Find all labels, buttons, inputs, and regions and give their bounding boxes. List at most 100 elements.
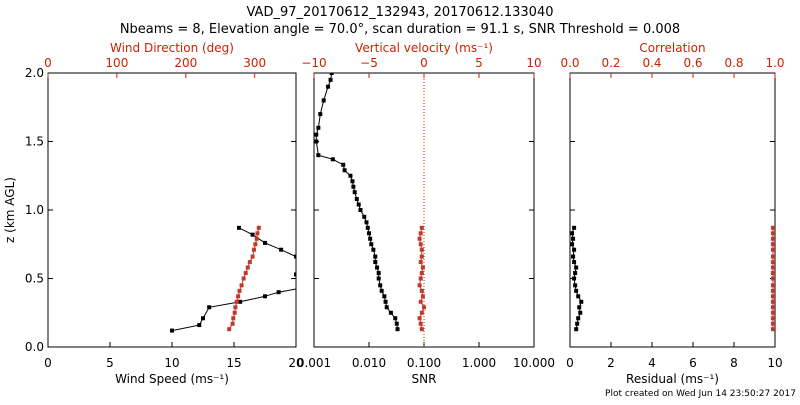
data-point-black xyxy=(314,132,319,137)
data-point-red xyxy=(770,276,775,281)
data-point-black xyxy=(279,247,284,252)
data-point-red xyxy=(231,316,236,321)
x-axis-label-top: Wind Direction (deg) xyxy=(110,41,234,55)
data-point-black xyxy=(329,73,334,75)
data-point-black xyxy=(358,208,363,212)
data-point-red xyxy=(422,305,426,310)
x-tick-label-top: 200 xyxy=(174,56,197,70)
data-point-black xyxy=(330,157,335,162)
data-point-black xyxy=(376,271,381,276)
data-point-black xyxy=(316,125,321,130)
x-tick-label-bottom: 10 xyxy=(767,356,782,370)
data-point-red xyxy=(255,231,260,236)
data-point-black xyxy=(356,202,361,207)
x-tick-label-top: 10 xyxy=(526,56,541,70)
data-point-black xyxy=(306,285,310,289)
data-point-red xyxy=(419,327,424,332)
data-point-red xyxy=(233,305,238,310)
x-tick-label-top: −10 xyxy=(301,56,326,70)
data-point-black xyxy=(236,225,241,230)
data-point-black xyxy=(393,316,398,321)
x-tick-label-bottom: 0.010 xyxy=(352,356,386,370)
data-point-black xyxy=(326,84,331,89)
data-point-black xyxy=(354,197,359,202)
data-point-red xyxy=(243,271,248,276)
x-tick-label-bottom: 0 xyxy=(44,356,52,370)
data-point-red xyxy=(234,299,239,304)
data-point-black xyxy=(342,168,347,173)
data-point-black xyxy=(378,283,383,288)
data-point-black xyxy=(318,112,323,117)
data-point-black xyxy=(263,240,267,245)
panel-snr: 0.001 0.010 0.100 1.000 10.000 −10 −5 0 5 10 SNR Ve… xyxy=(297,41,555,386)
y-axis-label: z (km AGL) xyxy=(3,177,17,243)
x-tick-label-top: 0.8 xyxy=(724,56,743,70)
data-point-red xyxy=(418,321,423,326)
data-point-black xyxy=(575,321,580,326)
data-point-red xyxy=(247,260,252,265)
data-point-black xyxy=(321,98,326,103)
data-point-black xyxy=(570,242,575,247)
data-point-black xyxy=(201,316,205,321)
data-point-red xyxy=(770,260,775,265)
x-axis-label-top: Vertical velocity (ms⁻¹) xyxy=(355,41,493,55)
y-tick-label: 0.5 xyxy=(25,272,44,286)
data-point-black xyxy=(316,153,321,158)
chart-title: VAD_97_20170612_132943, 20170612.133040 xyxy=(247,5,554,20)
x-tick-label-top: 0 xyxy=(44,56,52,70)
data-point-red xyxy=(418,260,423,265)
data-point-black xyxy=(379,288,384,293)
data-point-red xyxy=(253,242,258,247)
data-point-black xyxy=(382,294,387,299)
x-tick-label-bottom: 0 xyxy=(566,356,574,370)
data-point-black xyxy=(571,254,576,259)
x-tick-label-top: 300 xyxy=(243,56,266,70)
data-point-black xyxy=(319,279,323,283)
data-point-red xyxy=(419,225,424,230)
y-tick-label: 2.0 xyxy=(25,66,44,80)
data-point-black xyxy=(371,247,376,252)
x-tick-label-bottom: 0.001 xyxy=(297,356,331,370)
data-point-black xyxy=(365,225,370,230)
data-point-red xyxy=(770,299,775,304)
x-tick-label-bottom: 20 xyxy=(288,356,303,370)
data-point-black xyxy=(373,260,378,265)
data-point-red xyxy=(239,283,244,288)
data-point-red xyxy=(770,316,775,321)
x-tick-label-top: 1.0 xyxy=(765,56,784,70)
data-point-black xyxy=(364,220,369,225)
data-point-black xyxy=(383,299,388,304)
data-point-black xyxy=(571,236,576,241)
x-tick-label-bottom: 5 xyxy=(106,356,114,370)
data-point-red xyxy=(770,242,775,247)
panel-residual: 0 2 4 6 8 10 0.0 0.2 0.4 0.6 0.8 1.0 Residual (ms⁻¹)… xyxy=(560,41,784,386)
data-point-black xyxy=(250,232,255,237)
data-point-red xyxy=(420,294,425,299)
data-point-black xyxy=(263,294,267,299)
data-point-red xyxy=(236,294,241,299)
data-point-black xyxy=(384,305,389,310)
x-axis-label-bottom: Wind Speed (ms⁻¹) xyxy=(115,372,229,386)
data-point-red xyxy=(770,247,775,252)
data-point-black xyxy=(572,225,577,230)
data-point-red xyxy=(417,283,422,288)
data-point-black xyxy=(369,242,374,247)
x-tick-label-bottom: 10.000 xyxy=(513,356,555,370)
data-point-black xyxy=(572,247,577,252)
plot-frame xyxy=(47,72,297,348)
data-point-red xyxy=(420,265,425,270)
data-point-red xyxy=(419,254,424,259)
plot-frame xyxy=(569,72,776,348)
data-point-black xyxy=(367,231,371,236)
data-point-red xyxy=(418,299,423,304)
data-point-red xyxy=(418,276,423,281)
data-point-black xyxy=(572,260,577,265)
x-tick-label-top: 0.6 xyxy=(683,56,702,70)
data-point-red xyxy=(770,321,775,326)
x-tick-label-bottom: 6 xyxy=(689,356,697,370)
data-point-black xyxy=(579,299,584,304)
data-point-black xyxy=(375,265,380,270)
data-point-red xyxy=(770,327,775,332)
